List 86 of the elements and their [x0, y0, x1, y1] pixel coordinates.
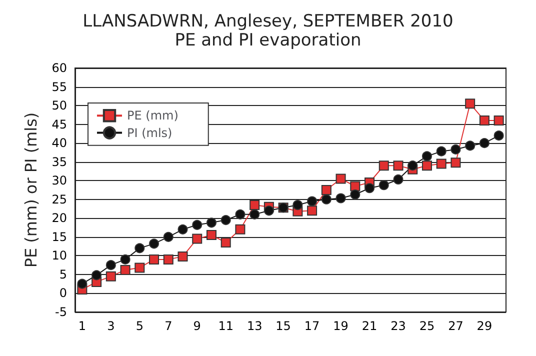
point — [336, 174, 346, 184]
point — [134, 243, 145, 254]
point — [134, 262, 145, 273]
y-tick-label: 60 — [52, 61, 67, 75]
x-tick-label: 21 — [362, 319, 378, 333]
x-tick-label: 23 — [390, 319, 406, 333]
point — [192, 234, 202, 244]
point — [321, 194, 332, 204]
y-tick-label: 40 — [52, 136, 67, 150]
chart-subtitle: PE and PI evaporation — [174, 30, 362, 50]
point — [106, 271, 116, 282]
point — [92, 270, 102, 280]
point — [422, 160, 432, 171]
point — [364, 183, 375, 194]
point — [220, 215, 231, 226]
point — [436, 158, 446, 169]
x-tick-label: 9 — [193, 319, 201, 333]
point — [393, 160, 404, 171]
point — [479, 138, 490, 148]
point — [393, 174, 404, 184]
x-tick-label: 15 — [276, 319, 291, 333]
point — [336, 193, 346, 204]
point — [408, 160, 418, 171]
point — [120, 264, 130, 275]
legend-label: PE (mm) — [127, 108, 178, 123]
y-tick-label: 20 — [52, 211, 67, 226]
point — [149, 238, 160, 249]
point — [450, 144, 461, 154]
y-tick-label: 15 — [52, 230, 67, 244]
point — [378, 160, 389, 171]
point — [292, 200, 303, 210]
point — [206, 230, 216, 240]
point — [192, 220, 202, 230]
x-tick-label: 25 — [419, 319, 435, 333]
point — [235, 209, 246, 220]
point — [264, 206, 274, 216]
x-tick-label: 3 — [107, 319, 115, 333]
y-tick-label: 0 — [59, 286, 67, 300]
x-tick-label: 29 — [476, 319, 492, 333]
y-tick-label: 35 — [52, 154, 67, 169]
y-tick-label: 25 — [52, 192, 67, 206]
point — [350, 190, 360, 200]
point — [163, 232, 174, 242]
point — [77, 278, 88, 289]
y-axis-title: PE (mm) or PI (mls) — [22, 112, 40, 268]
point — [120, 254, 130, 264]
point — [465, 140, 476, 151]
point — [250, 200, 260, 210]
point — [220, 238, 231, 248]
point — [307, 196, 318, 206]
point — [149, 254, 160, 264]
y-tick-label: 50 — [52, 98, 67, 113]
point — [178, 251, 188, 262]
point — [321, 185, 332, 195]
y-tick-label: -5 — [55, 305, 67, 319]
point — [378, 180, 389, 190]
legend-label: PI (mls) — [127, 126, 172, 140]
point — [436, 146, 446, 156]
y-tick-label: 30 — [52, 174, 67, 188]
x-tick-label: 1 — [78, 319, 86, 333]
point — [494, 116, 504, 126]
chart-title: LLANSADWRN, Anglesey, SEPTEMBER 2010 — [82, 12, 454, 32]
point — [450, 158, 461, 168]
x-tick-label: 13 — [246, 319, 262, 333]
point — [494, 130, 504, 141]
y-tick-label: 5 — [59, 267, 67, 282]
y-tick-label: 55 — [52, 80, 67, 94]
y-tick-label: 45 — [52, 117, 67, 132]
point — [178, 224, 188, 234]
point — [250, 209, 260, 220]
point — [206, 218, 216, 228]
point — [163, 254, 174, 264]
point — [307, 206, 318, 216]
point — [422, 151, 432, 162]
point — [235, 224, 246, 234]
x-tick-label: 11 — [218, 319, 234, 333]
x-tick-label: 17 — [304, 319, 320, 333]
x-tick-label: 5 — [136, 319, 144, 333]
y-tick-label: 10 — [52, 248, 67, 263]
point — [350, 181, 360, 192]
point — [106, 260, 116, 270]
x-tick-label: 7 — [164, 319, 172, 333]
point — [479, 116, 490, 126]
x-tick-label: 27 — [448, 319, 464, 333]
x-tick-label: 19 — [333, 319, 348, 333]
point — [465, 98, 476, 109]
